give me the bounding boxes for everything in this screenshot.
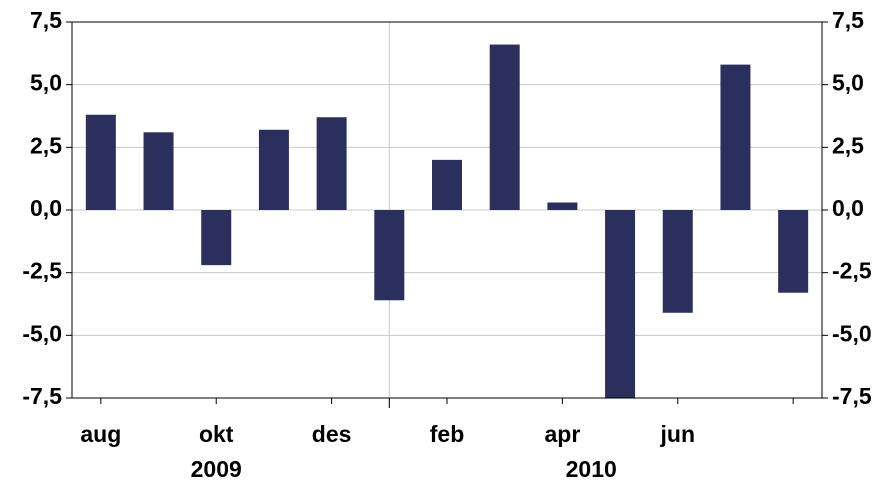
bar (316, 117, 347, 210)
bar (143, 132, 174, 210)
x-tick-label: aug (80, 421, 121, 447)
y2-tick-label: 0,0 (832, 195, 864, 221)
bar (201, 210, 232, 266)
bar (85, 114, 116, 210)
bar (489, 44, 520, 211)
y2-tick-label: 5,0 (832, 70, 864, 96)
bar (662, 210, 693, 313)
bar (778, 210, 809, 293)
x-tick-label: jun (660, 421, 696, 447)
x-tick-label: feb (430, 421, 465, 447)
x-tick-label: okt (199, 421, 234, 447)
y-tick-label: 0,0 (30, 195, 62, 221)
y-tick-label: 5,0 (30, 70, 62, 96)
y2-tick-label: -5,0 (832, 320, 872, 346)
year-label: 2009 (191, 456, 242, 482)
bar (720, 64, 751, 210)
year-label: 2010 (566, 456, 617, 482)
bar (258, 129, 289, 210)
y2-tick-label: 7,5 (832, 7, 864, 33)
bar (547, 202, 578, 210)
y2-tick-label: -2,5 (832, 258, 872, 284)
y-tick-label: 2,5 (30, 132, 62, 158)
y-tick-label: 7,5 (30, 7, 62, 33)
y-tick-label: -5,0 (22, 320, 62, 346)
y2-tick-label: 2,5 (832, 132, 864, 158)
x-tick-label: des (312, 421, 352, 447)
bar (432, 159, 462, 210)
y-tick-label: -7,5 (22, 383, 62, 409)
y2-tick-label: -7,5 (832, 383, 872, 409)
y-tick-label: -2,5 (22, 258, 62, 284)
x-tick-label: apr (544, 421, 580, 447)
bar (605, 210, 636, 398)
bar (374, 210, 405, 301)
plot-frame (71, 21, 823, 399)
